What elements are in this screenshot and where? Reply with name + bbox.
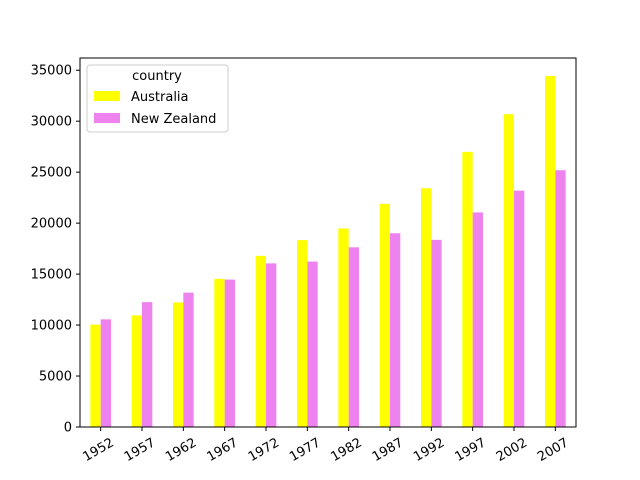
legend-title: country (132, 69, 182, 84)
plot-frame (79, 57, 577, 428)
legend-label-australia: Australia (131, 90, 189, 105)
x-tick-label: 2002 (494, 435, 530, 465)
y-tick-label: 15000 (31, 268, 72, 283)
legend-frame (86, 64, 229, 133)
bar-new-zealand-1982 (348, 247, 359, 427)
bar-australia-1952 (90, 324, 101, 427)
x-tick-label: 1957 (122, 435, 158, 465)
bar-new-zealand-1987 (390, 233, 401, 427)
y-tick-label: 30000 (31, 115, 72, 130)
x-tick-label: 1992 (411, 435, 447, 465)
bar-australia-2002 (503, 114, 514, 428)
y-tick-label: 5000 (39, 370, 72, 385)
axes-group (79, 57, 577, 428)
bar-new-zealand-1967 (224, 279, 235, 427)
bar-australia-2007 (545, 75, 556, 427)
bar-new-zealand-2002 (514, 190, 525, 427)
bar-new-zealand-1997 (472, 212, 483, 427)
bar-new-zealand-1962 (183, 292, 194, 427)
bar-australia-1957 (131, 315, 142, 427)
x-tick-label: 1977 (287, 435, 323, 465)
x-tick-label: 1962 (163, 435, 199, 465)
legend-swatch-australia (94, 91, 120, 101)
y-tick-label: 25000 (31, 166, 72, 181)
y-tick-label: 35000 (31, 64, 72, 79)
bar-australia-1962 (173, 302, 184, 427)
bar-new-zealand-2007 (555, 170, 566, 428)
y-tick-label: 0 (64, 421, 72, 436)
bar-australia-1987 (379, 203, 390, 427)
bar-australia-1992 (421, 188, 432, 427)
bar-australia-1967 (214, 278, 225, 427)
legend: country Australia New Zealand (86, 64, 229, 133)
bar-australia-1997 (462, 151, 473, 427)
x-tick-label: 1972 (246, 435, 282, 465)
legend-swatch-new-zealand (94, 113, 120, 123)
bar-australia-1972 (255, 255, 266, 427)
x-tick-label: 1967 (205, 435, 241, 465)
x-axis-ticks: 1952 1957 1962 1967 1972 1977 1982 1987 1992 1997… (81, 427, 571, 465)
bar-new-zealand-1992 (431, 239, 442, 427)
x-tick-label: 1952 (81, 435, 117, 465)
bars-group (90, 75, 566, 428)
y-tick-label: 20000 (31, 217, 72, 232)
bar-australia-1977 (297, 240, 308, 427)
x-tick-label: 2007 (535, 435, 571, 465)
x-tick-label: 1982 (329, 435, 365, 465)
y-tick-label: 10000 (31, 319, 72, 334)
bar-new-zealand-1972 (266, 263, 277, 427)
y-axis-ticks: 0 5000 10000 15000 20000 25000 30000 35000 (31, 64, 80, 436)
x-tick-label: 1997 (453, 435, 489, 465)
bar-new-zealand-1952 (100, 319, 111, 427)
bar-new-zealand-1957 (142, 302, 153, 427)
legend-label-new-zealand: New Zealand (131, 112, 216, 127)
bar-new-zealand-1977 (307, 261, 318, 427)
bar-australia-1982 (338, 228, 349, 427)
x-tick-label: 1987 (370, 435, 406, 465)
